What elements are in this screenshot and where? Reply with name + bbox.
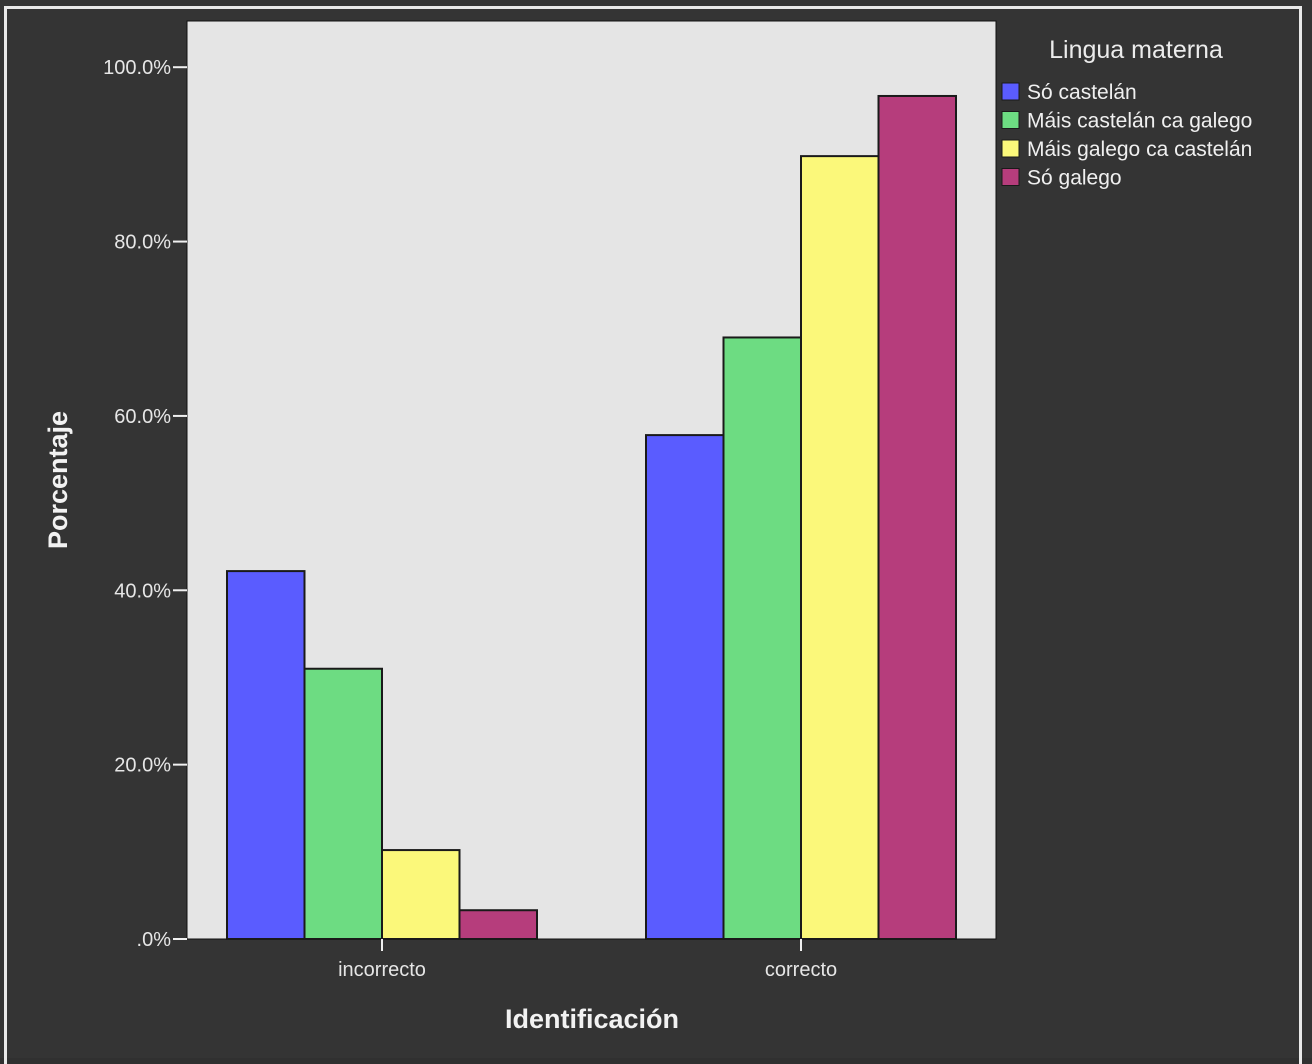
legend-item-label: Máis galego ca castelán (1027, 138, 1252, 161)
legend-item-label: Máis castelán ca galego (1027, 110, 1252, 133)
y-tick-label: 80.0% (114, 232, 171, 254)
y-tick-label: 100.0% (103, 57, 171, 79)
bar-incorrecto-s-castel-n (226, 570, 306, 940)
legend: Lingua materna Só castelán Máis castelán … (1001, 36, 1252, 190)
x-tick-label: incorrecto (338, 959, 426, 981)
bars-layer (226, 94, 957, 941)
y-tick-label: 60.0% (114, 406, 171, 428)
x-axis: incorrecto correcto (338, 939, 837, 981)
legend-swatch (1001, 168, 1020, 186)
y-tick-label: .0% (137, 929, 172, 951)
y-axis: .0% 20.0% 40.0% 60.0% 80.0% 100.0% (103, 57, 187, 951)
y-tick-label: 20.0% (114, 755, 171, 777)
x-tick-label: correcto (765, 959, 837, 981)
legend-item-label: Só castelán (1027, 81, 1137, 104)
window-frame-border (4, 6, 1302, 1064)
legend-item-label: Só galego (1027, 167, 1122, 190)
bar-correcto-s-castel-n (645, 434, 725, 940)
bar-correcto-m-is-castel-n-ca-galego (722, 336, 802, 940)
bar-incorrecto-m-is-galego-ca-castel-n (381, 849, 461, 940)
y-axis-title: Porcentaje (43, 411, 73, 549)
bar-incorrecto-s-galego (458, 909, 538, 941)
bar-correcto-s-galego (877, 94, 957, 940)
legend-swatch (1001, 111, 1020, 129)
legend-title: Lingua materna (1049, 36, 1223, 64)
bar-correcto-m-is-galego-ca-castel-n (800, 155, 880, 940)
legend-swatch (1001, 82, 1020, 101)
legend-swatch (1001, 139, 1020, 158)
bar-incorrecto-m-is-castel-n-ca-galego (303, 667, 383, 940)
y-tick-label: 40.0% (114, 580, 171, 602)
x-axis-title: Identificación (505, 1004, 679, 1034)
